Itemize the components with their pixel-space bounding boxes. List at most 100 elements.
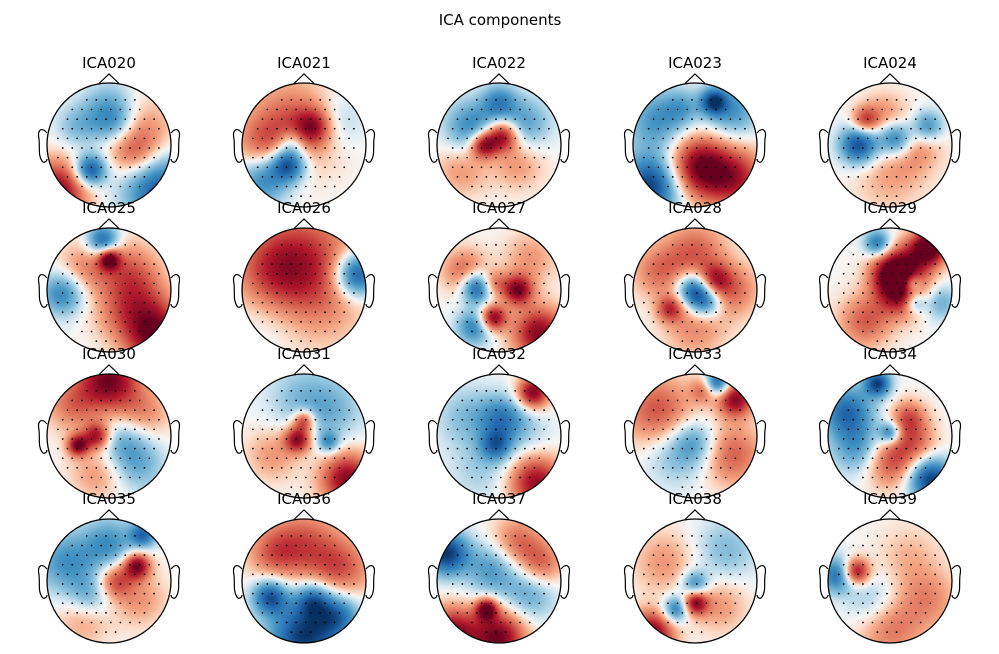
left-ear-outline [232,420,243,454]
right-ear-outline [560,565,571,599]
nose-outline [98,509,120,520]
topomap-ica028: ICA028 [623,199,767,353]
right-ear-outline [560,129,571,163]
right-ear-outline [951,565,962,599]
topomap-ica026: ICA026 [232,199,376,353]
topomap-field [633,83,757,207]
left-ear-outline [37,274,48,308]
sensor-markers [642,389,746,489]
topomap-ica024: ICA024 [818,54,962,208]
topomap-field [437,374,561,498]
head-outline [436,518,562,644]
topomap-field [828,228,952,352]
topomap-field [242,228,366,352]
head-outline [241,227,367,353]
nose-outline [879,364,901,375]
topomap-field [47,83,171,207]
sensor-markers [446,534,550,634]
topomap-field [633,519,757,643]
subplot-title: ICA025 [82,199,136,217]
left-ear-outline [623,274,634,308]
left-ear-outline [37,129,48,163]
left-ear-outline [232,274,243,308]
nose-outline [684,364,706,375]
nose-outline [293,218,315,229]
nose-outline [879,73,901,84]
sensor-markers [251,534,355,634]
head-outline [632,518,758,644]
nose-outline [684,509,706,520]
left-ear-outline [623,129,634,163]
sensor-markers [837,389,941,489]
sensor-markers [837,243,941,343]
nose-outline [488,73,510,84]
right-ear-outline [951,129,962,163]
figure-title: ICA components [439,11,562,29]
nose-outline [488,364,510,375]
topomap-field [828,374,952,498]
left-ear-outline [623,420,634,454]
topomap-ica022: ICA022 [427,54,571,208]
topomap-grid: ICA020 ICA021 ICA022 ICA023 ICA024 ICA025 ICA0… [37,54,962,644]
right-ear-outline [170,129,181,163]
nose-outline [293,364,315,375]
right-ear-outline [756,420,767,454]
topomap-field [242,83,366,207]
topomap-field [242,519,366,643]
topomap-field [828,519,952,643]
subplot-title: ICA028 [668,199,722,217]
nose-outline [879,218,901,229]
subplot-title: ICA037 [472,490,526,508]
subplot-title: ICA031 [277,345,331,363]
topomap-ica033: ICA033 [623,345,767,499]
sensor-markers [837,98,941,198]
sensor-markers [642,534,746,634]
topomap-field [828,83,952,207]
head-outline [827,518,953,644]
topomap-ica038: ICA038 [623,490,767,644]
nose-outline [293,73,315,84]
subplot-title: ICA026 [277,199,331,217]
topomap-field [437,228,561,352]
right-ear-outline [951,420,962,454]
right-ear-outline [560,420,571,454]
head-outline [827,227,953,353]
subplot-title: ICA027 [472,199,526,217]
topomap-ica021: ICA021 [232,54,376,208]
nose-outline [684,73,706,84]
nose-outline [488,218,510,229]
head-outline [46,227,172,353]
topomap-field [437,519,561,643]
left-ear-outline [818,274,829,308]
left-ear-outline [232,565,243,599]
sensor-markers [837,534,941,634]
head-outline [46,518,172,644]
right-ear-outline [951,274,962,308]
left-ear-outline [427,565,438,599]
topomap-ica023: ICA023 [623,54,767,208]
subplot-title: ICA023 [668,54,722,72]
topomap-ica029: ICA029 [818,199,962,353]
sensor-markers [56,98,160,198]
left-ear-outline [818,565,829,599]
right-ear-outline [365,420,376,454]
right-ear-outline [756,274,767,308]
topomap-field [437,83,561,207]
subplot-title: ICA035 [82,490,136,508]
nose-outline [488,509,510,520]
left-ear-outline [427,129,438,163]
head-outline [241,518,367,644]
topomap-ica025: ICA025 [37,199,181,353]
head-outline [46,82,172,208]
left-ear-outline [818,129,829,163]
topomap-field [633,228,757,352]
left-ear-outline [427,420,438,454]
topomap-ica027: ICA027 [427,199,571,353]
right-ear-outline [170,565,181,599]
left-ear-outline [232,129,243,163]
nose-outline [98,218,120,229]
subplot-title: ICA039 [863,490,917,508]
nose-outline [293,509,315,520]
topomap-ica035: ICA035 [37,490,181,644]
